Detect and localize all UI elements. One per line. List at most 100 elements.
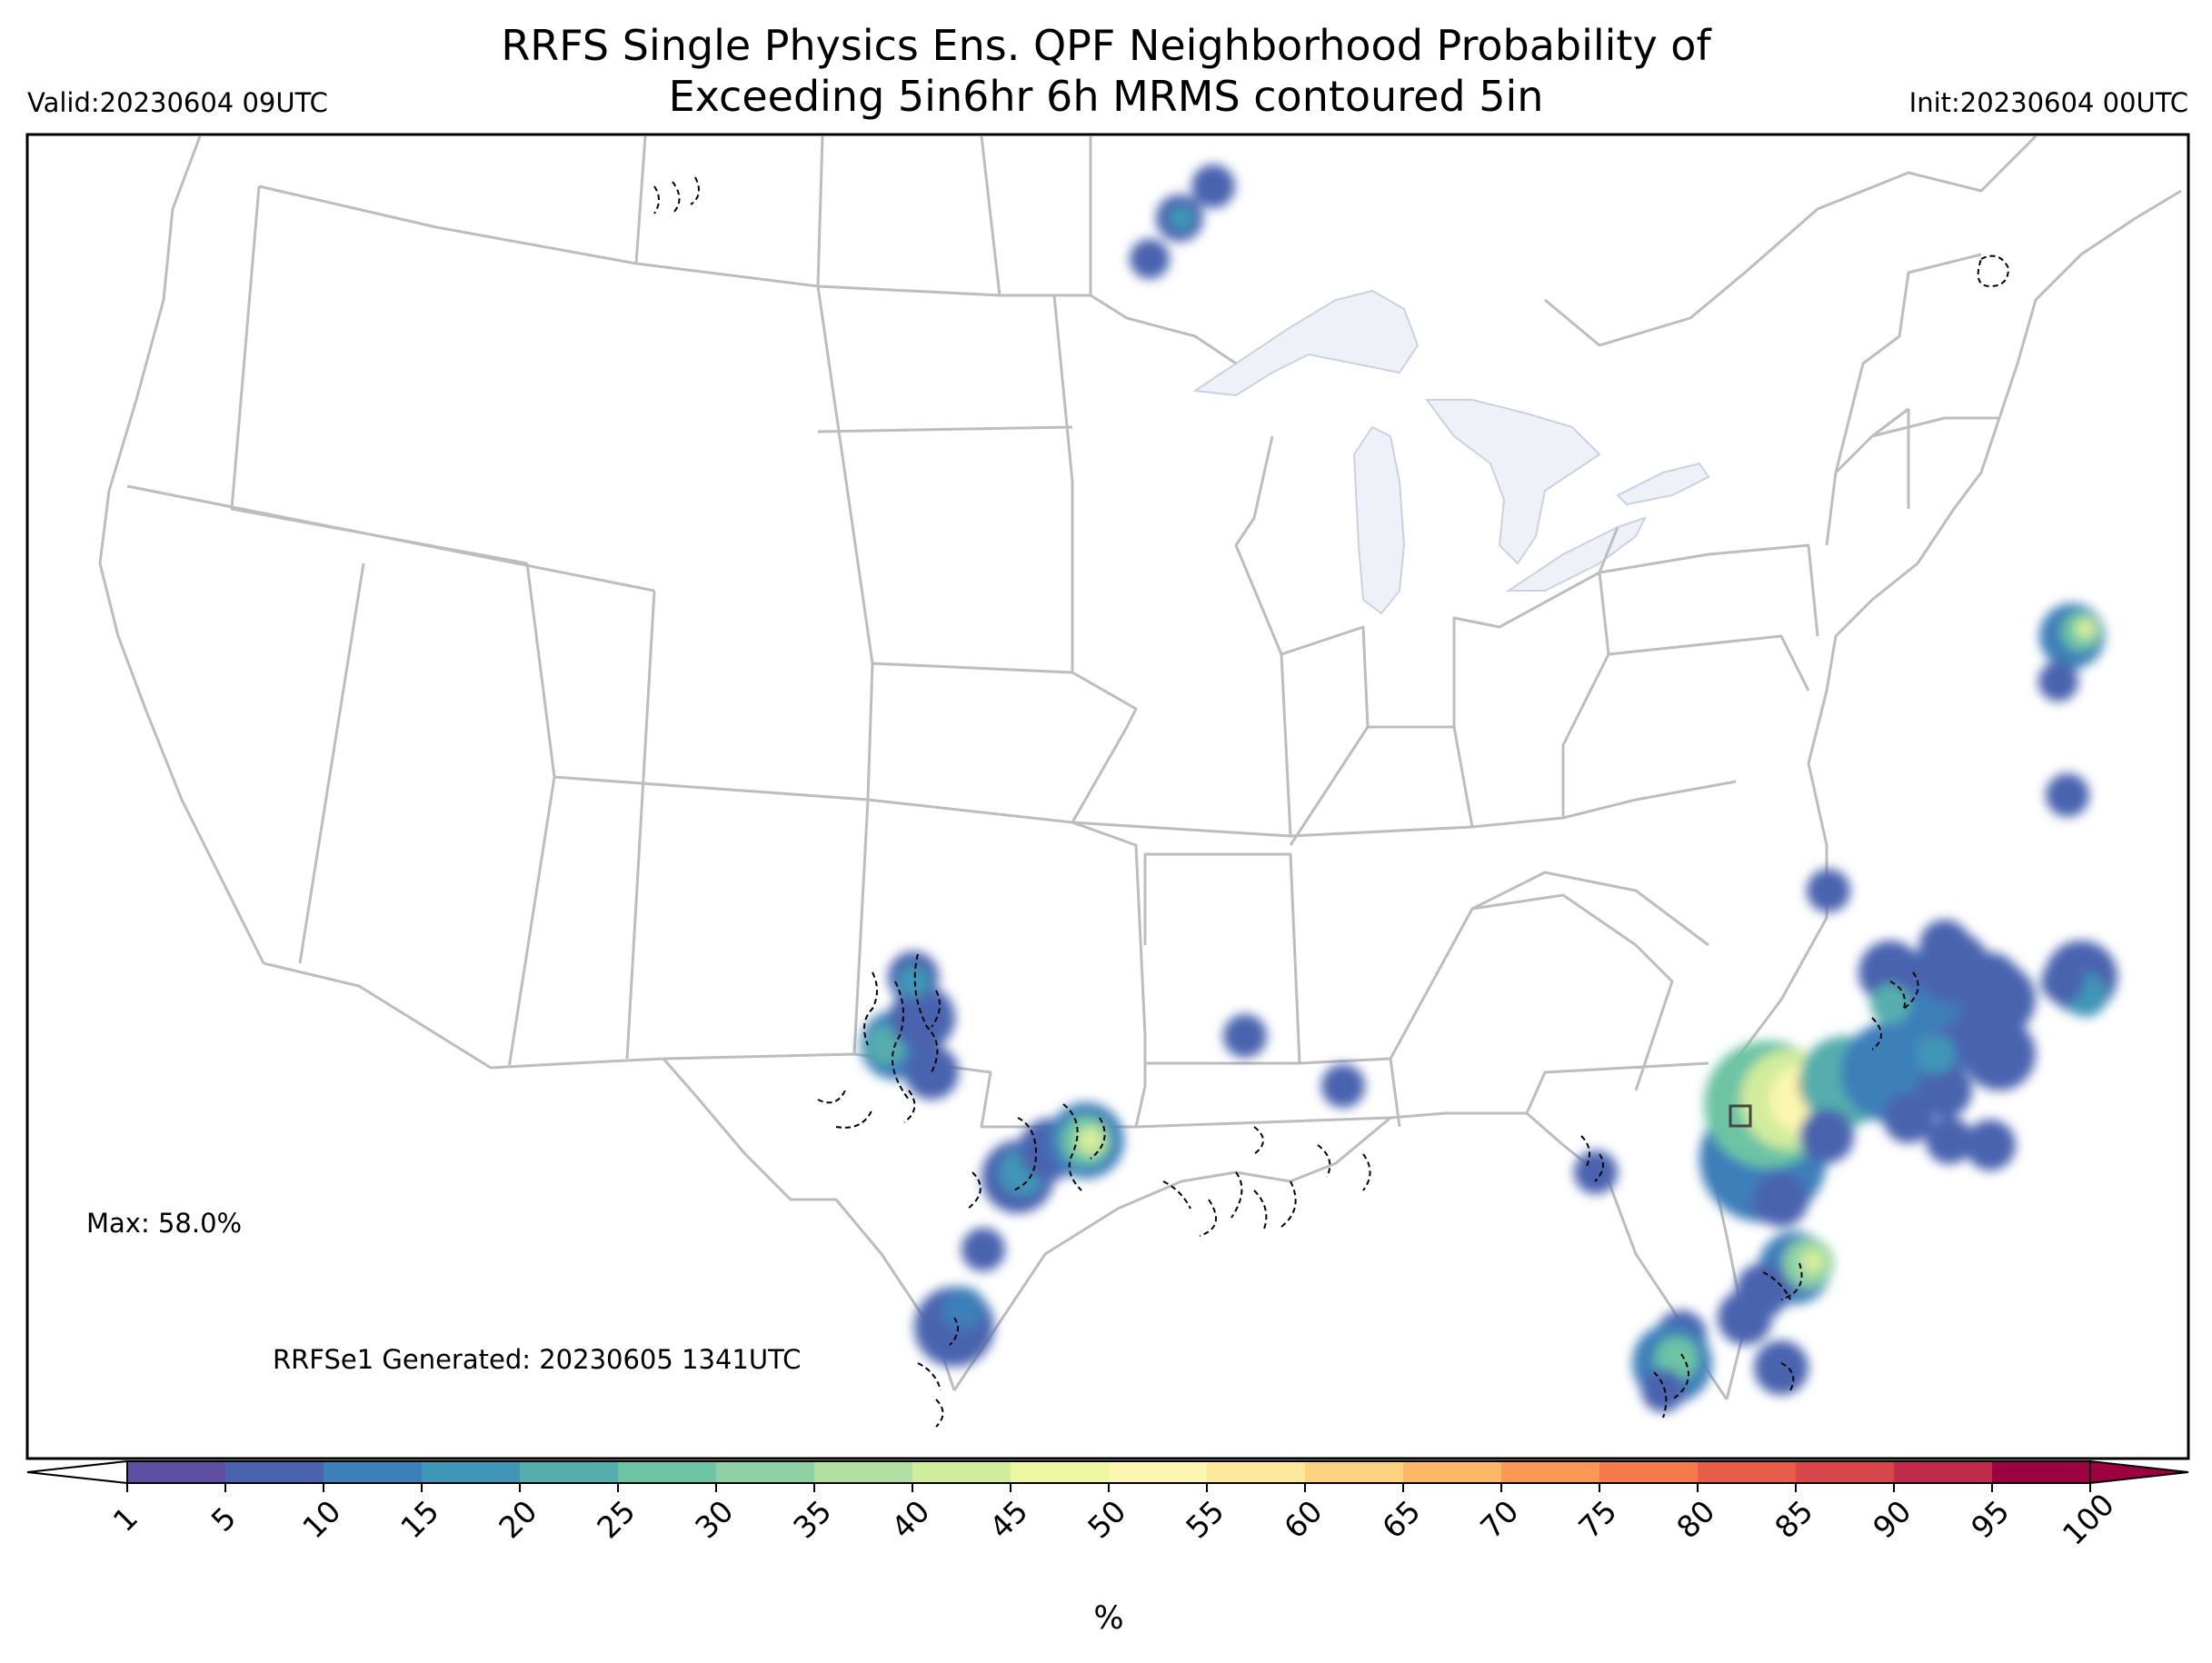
probability-blob [1641,1369,1685,1412]
colorbar-swatch [422,1461,521,1483]
max-value-label: Max: 58.0% [86,1208,242,1239]
probability-blob [1130,239,1170,279]
init-time-label: Init:20230604 00UTC [1908,87,2188,118]
probability-blob [1919,920,1970,971]
colorbar-swatch [1894,1461,1993,1483]
west-coast [98,135,265,964]
colorbar-swatch [1011,1461,1110,1483]
colorbar-tick-label: 60 [1277,1493,1329,1545]
probability-blob [1169,205,1194,231]
colorbar-tick-label: 5 [204,1500,243,1539]
probability-blob [1870,984,1910,1024]
contour-maine [1977,254,2010,288]
colorbar-tick-label: 30 [688,1493,740,1545]
colorbar-tick-label: 80 [1669,1493,1721,1545]
contour-panhandle [1580,1135,1604,1182]
probability-blob [1076,1126,1105,1155]
colorbar-swatch [225,1461,324,1483]
colorbar-swatch [1698,1461,1797,1483]
colorbar-extend-high [2089,1459,2189,1485]
probability-blob [1965,1120,2016,1170]
colorbar-swatch [1207,1461,1306,1483]
colorbar-tick-label: 45 [982,1493,1034,1545]
contour-west-texas [817,953,941,1129]
probability-blob [942,1287,985,1330]
lake-erie [1505,516,1647,592]
lake-huron [1425,399,1601,565]
probability-blob [1752,1184,1792,1224]
us-mexico-border [263,961,956,1391]
colorbar-extend-low [26,1459,128,1485]
probability-blob [1800,1249,1826,1274]
colorbar-tick-label: 75 [1571,1493,1623,1545]
probability-blob [1718,1290,1772,1345]
colorbar-tick-label: 15 [394,1493,445,1545]
map-frame [25,133,2190,1460]
focus-box-marker [1729,1104,1752,1128]
probability-blob [1223,1014,1267,1058]
colorbar-swatch [814,1461,913,1483]
probability-blob [1926,1117,1973,1164]
canada-provinces [634,134,2038,347]
probability-blob [1321,1064,1365,1108]
colorbar-swatch [520,1461,619,1483]
colorbar-tick-label: 35 [786,1493,838,1545]
colorbar-tick-label: 55 [1179,1493,1231,1545]
colorbar-swatch [1109,1461,1208,1483]
colorbar-swatch [912,1461,1011,1483]
lake-ontario [1616,462,1710,506]
colorbar-tick-label: 85 [1768,1493,1819,1545]
title-line-2: Exceeding 5in6hr 6h MRMS contoured 5in [668,72,1544,121]
colorbar-unit-label: % [1093,1600,1123,1637]
chart-title: RRFS Single Physics Ens. QPF Neighborhoo… [0,20,2212,122]
colorbar-swatch [1305,1461,1404,1483]
great-lakes [1192,289,1710,615]
state-borders [98,134,2182,1400]
probability-blob [2041,960,2085,1003]
colorbar-swatch [324,1461,423,1483]
map-area [98,134,2182,1428]
colorbar-tick-label: 100 [2056,1487,2121,1552]
probability-blob [1916,1034,1956,1074]
colorbar: 1 5 10 15 20 25 30 35 40 45 50 55 60 65 70 75 80 85 90 95 10… [26,1459,2189,1637]
probability-blob [1807,869,1850,912]
probability-blob [1574,1150,1618,1194]
probability-field [861,164,2117,1412]
contour-montana [653,176,700,214]
colorbar-swatch [1599,1461,1699,1483]
probability-blob [904,1045,959,1100]
colorbar-tick-label: 20 [492,1493,543,1545]
lake-michigan [1352,425,1406,615]
contour-gulf-stream [1871,971,1919,1051]
lake-superior [1192,289,1420,397]
colorbar-tick-label: 1 [106,1500,144,1539]
probability-blob [1918,1063,1972,1118]
colorbar-tick-label: 90 [1866,1493,1918,1545]
probability-blob [1958,953,2023,1019]
colorbar-swatch [618,1461,717,1483]
contour-mississippi-delta [1253,1144,1371,1232]
probability-blob [2075,618,2097,640]
probability-blob [1963,1018,2036,1090]
contour-florida [1653,1262,1803,1419]
title-line-1: RRFS Single Physics Ens. QPF Neighborhoo… [501,21,1711,70]
probability-blob [1858,941,1922,1004]
colorbar-tick-label: 65 [1375,1493,1427,1545]
state-lines [126,185,1999,1129]
colorbar-tick-label: 95 [1964,1493,2016,1545]
contour-south-texas [917,1317,959,1428]
probability-blob [962,1228,1005,1271]
colorbar-swatch [127,1461,226,1483]
colorbar-tick-label: 70 [1473,1493,1525,1545]
mrms-contours [653,176,2010,1428]
colorbar-swatch [1403,1461,1502,1483]
probability-blob [2038,662,2078,702]
colorbar-swatch [1796,1461,1895,1483]
generated-label: RRFSe1 Generated: 20230605 1341UTC [273,1344,801,1375]
contour-central-texas [967,1103,1106,1210]
contour-louisiana [1162,1126,1264,1237]
probability-blob [1883,1092,1934,1143]
colorbar-tick-label: 40 [884,1493,936,1545]
probability-blob [897,965,930,998]
